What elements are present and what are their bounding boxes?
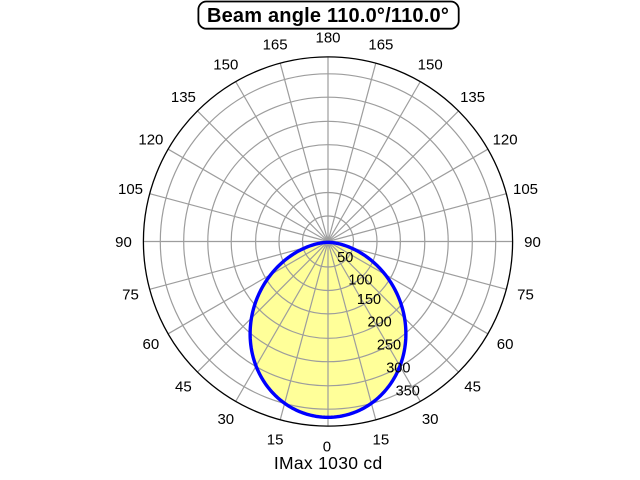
svg-text:165: 165 — [263, 36, 288, 53]
svg-text:350: 350 — [396, 383, 420, 399]
svg-text:45: 45 — [464, 378, 481, 395]
svg-text:50: 50 — [337, 250, 353, 266]
svg-text:150: 150 — [213, 57, 238, 74]
svg-text:120: 120 — [493, 132, 518, 149]
svg-text:135: 135 — [460, 89, 485, 106]
svg-text:90: 90 — [115, 234, 132, 251]
svg-text:90: 90 — [524, 234, 541, 251]
svg-text:100: 100 — [348, 272, 372, 288]
svg-text:Beam angle 110.0°/110.0°: Beam angle 110.0°/110.0° — [207, 5, 449, 27]
svg-text:60: 60 — [497, 336, 514, 353]
svg-text:120: 120 — [138, 132, 163, 149]
svg-text:30: 30 — [217, 411, 234, 428]
svg-text:105: 105 — [513, 181, 538, 198]
svg-text:30: 30 — [422, 411, 439, 428]
svg-text:15: 15 — [267, 431, 284, 448]
svg-text:15: 15 — [373, 431, 390, 448]
svg-text:0: 0 — [323, 438, 331, 455]
svg-text:45: 45 — [175, 378, 192, 395]
svg-text:75: 75 — [517, 287, 534, 304]
svg-text:200: 200 — [367, 315, 391, 331]
svg-text:105: 105 — [118, 181, 143, 198]
svg-text:135: 135 — [171, 89, 196, 106]
svg-text:250: 250 — [377, 338, 401, 354]
svg-text:165: 165 — [368, 36, 393, 53]
svg-text:IMax 1030 cd: IMax 1030 cd — [274, 453, 383, 473]
svg-text:150: 150 — [418, 57, 443, 74]
svg-text:60: 60 — [143, 336, 160, 353]
svg-text:300: 300 — [386, 361, 410, 377]
svg-text:75: 75 — [122, 287, 139, 304]
svg-text:150: 150 — [357, 292, 381, 308]
svg-text:180: 180 — [315, 29, 340, 46]
